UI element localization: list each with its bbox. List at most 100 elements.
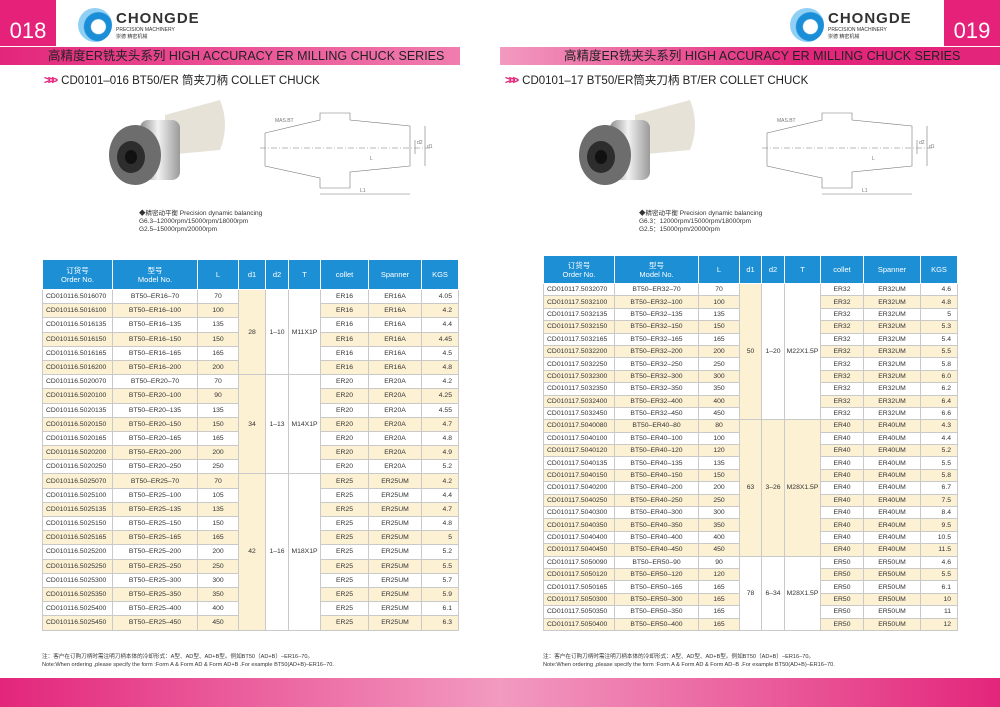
collet: ER16: [320, 331, 369, 347]
model-no: BT50–ER50–400: [614, 617, 699, 631]
length: 165: [197, 345, 239, 361]
spanner: ER40UM: [863, 518, 921, 532]
order-no: CD010116.5020135: [42, 402, 113, 418]
table-row: CD010117.5040100 BT50–ER40–100 100 ER40 E…: [543, 431, 958, 446]
spanner: ER40UM: [863, 444, 921, 458]
spanner: ER25UM: [368, 615, 422, 631]
column-header: collet: [320, 259, 369, 290]
collet: ER40: [820, 518, 864, 532]
footer-band: [0, 678, 500, 707]
table-row: CD010117.5040400 BT50–ER40–400 400 ER40 E…: [543, 530, 958, 545]
collet: ER40: [820, 543, 864, 557]
collet: ER32: [820, 295, 864, 309]
order-no: CD010116.5016100: [42, 303, 113, 319]
order-no: CD010116.5025070: [42, 473, 113, 489]
column-header: 订货号 Order No.: [543, 255, 615, 284]
taper-label: MAS.BT: [275, 118, 294, 124]
length: 120: [698, 567, 740, 582]
logo-cn: 崇德 精密机械: [828, 34, 860, 40]
logo-sub: PRECISION MACHINERY: [828, 27, 887, 33]
length: 200: [197, 544, 239, 560]
weight-kgs: 4.6: [920, 555, 958, 570]
weight-kgs: 6.1: [920, 580, 958, 594]
spanner: ER40UM: [863, 543, 921, 557]
weight-kgs: 6.7: [920, 481, 958, 495]
weight-kgs: 4.2: [421, 374, 459, 390]
weight-kgs: 4.8: [421, 359, 459, 376]
order-no: CD010117.5050165: [543, 580, 615, 594]
table-row: CD010116.5025450 BT50–ER25–450 450 ER25 E…: [42, 615, 459, 631]
table-row: CD010117.5050350 BT50–ER50–350 165 ER50 E…: [543, 605, 958, 619]
collet: ER40: [820, 481, 864, 495]
spanner: ER50UM: [863, 617, 921, 631]
weight-kgs: 4.55: [421, 402, 459, 418]
table-row: CD010117.5032450 BT50–ER32–450 450 ER32 E…: [543, 406, 958, 421]
spanner: ER40UM: [863, 493, 921, 508]
table-row: CD010117.5040120 BT50–ER40–120 120 ER40 E…: [543, 444, 958, 458]
weight-kgs: 4.05: [421, 288, 459, 305]
page-right: 019 CHONGDE PRECISION MACHINERY 崇德 精密机械 …: [500, 0, 1000, 707]
weight-kgs: 5.5: [920, 344, 958, 359]
section-title-text: CD0101–016 BT50/ER 筒夹刀柄 COLLET CHUCK: [61, 75, 320, 87]
order-no: CD010116.5025200: [42, 544, 113, 560]
weight-kgs: 4.8: [421, 515, 459, 532]
column-header: d2: [265, 259, 289, 290]
balancing-info: ◆精密动平衡 Precision dynamic balancing G6.3：…: [639, 210, 762, 234]
table-row: CD010117.5050165 BT50–ER50–165 165 ER50 E…: [543, 580, 958, 594]
order-no: CD010117.5032135: [543, 307, 615, 322]
table-row: CD010116.5020100 BT50–ER20–100 90 ER20 ER…: [42, 388, 459, 404]
weight-kgs: 4.4: [920, 431, 958, 446]
order-no: CD010116.5020200: [42, 445, 113, 461]
d2-label: d2: [417, 140, 423, 146]
order-no: CD010117.5032350: [543, 382, 615, 396]
l-label: L: [370, 156, 373, 162]
column-header: 订货号 Order No.: [42, 259, 113, 290]
weight-kgs: 4.8: [421, 430, 459, 447]
length: 100: [197, 303, 239, 319]
order-no: CD010116.5025250: [42, 558, 113, 574]
collet: ER32: [820, 332, 864, 346]
l1-label: L1: [360, 188, 366, 194]
length: 100: [698, 295, 740, 309]
model-no: BT50–ER25–135: [112, 501, 198, 518]
length: 135: [698, 456, 740, 470]
model-no: BT50–ER40–250: [614, 493, 699, 508]
collet: ER50: [820, 555, 864, 570]
column-header: d2: [761, 255, 785, 284]
weight-kgs: 5.7: [421, 572, 459, 588]
length: 250: [197, 558, 239, 574]
model-no: BT50–ER50–90: [614, 555, 699, 570]
model-no: BT50–ER20–165: [112, 430, 198, 447]
model-no: BT50–ER50–120: [614, 567, 699, 582]
order-no: CD010117.5050090: [543, 555, 615, 570]
model-no: BT50–ER25–165: [112, 530, 198, 546]
collet: ER32: [820, 344, 864, 359]
weight-kgs: 5.4: [920, 332, 958, 346]
collet: ER40: [820, 456, 864, 470]
order-no: CD010116.5020150: [42, 416, 113, 432]
weight-kgs: 4.8: [920, 295, 958, 309]
column-header: 型号 Model No.: [614, 255, 699, 284]
weight-kgs: 8.4: [920, 506, 958, 520]
spanner: ER40UM: [863, 431, 921, 446]
model-no: BT50–ER50–300: [614, 592, 699, 607]
model-no: BT50–ER20–135: [112, 402, 198, 418]
column-header: L: [197, 259, 239, 290]
order-no: CD010117.5040450: [543, 543, 615, 557]
weight-kgs: 4.6: [920, 282, 958, 297]
length: 165: [698, 592, 740, 607]
table-row: CD010117.5040300 BT50–ER40–300 300 ER40 E…: [543, 506, 958, 520]
spanner: ER25UM: [368, 601, 422, 617]
model-no: BT50–ER25–70: [112, 473, 198, 489]
weight-kgs: 5.5: [421, 558, 459, 574]
order-no: CD010116.5020070: [42, 374, 113, 390]
length: 400: [698, 530, 740, 545]
table-row: CD010117.5040080 BT50–ER40–80 80 63 3–26 …: [543, 419, 958, 557]
weight-kgs: 6.1: [421, 601, 459, 617]
collet: ER40: [820, 419, 864, 433]
series-title: 高精度ER铣夹头系列 HIGH ACCURACY ER MILLING CHUC…: [0, 47, 460, 65]
balancing-line: G6.3–12000rpm/15000rpm/18000rpm: [139, 218, 249, 225]
length: 150: [197, 416, 239, 432]
spanner: ER32UM: [863, 344, 921, 359]
order-no: CD010116.5020100: [42, 388, 113, 404]
